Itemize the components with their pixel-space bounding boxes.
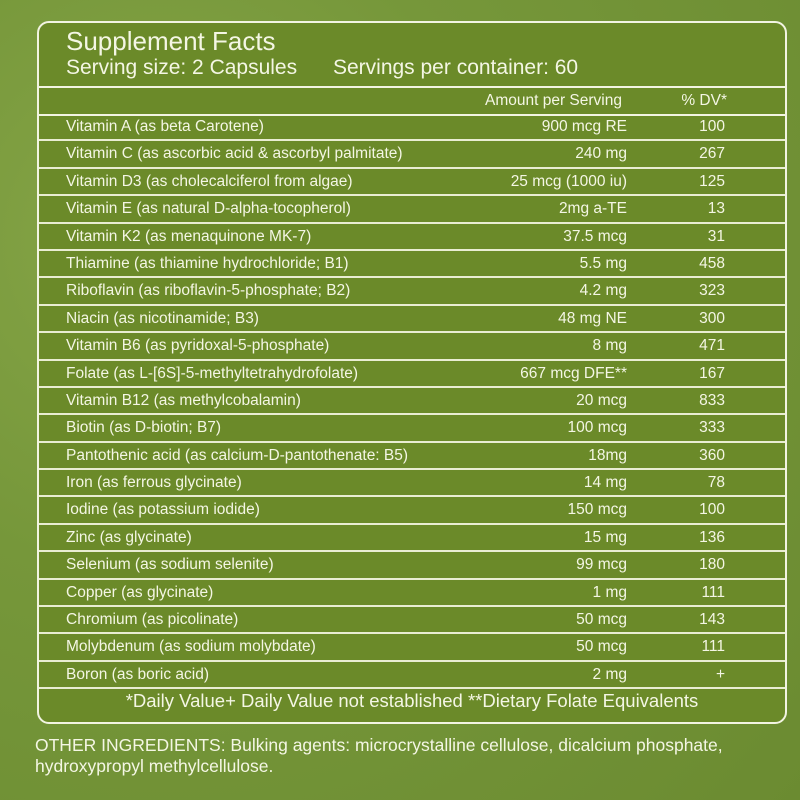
nutrient-amount: 667 mcg DFE** (520, 364, 627, 382)
nutrient-name: Vitamin A (as beta Carotene) (66, 118, 264, 135)
nutrient-dv: 458 (699, 254, 725, 272)
table-row: Vitamin C (as ascorbic acid & ascorbyl p… (39, 141, 785, 169)
nutrient-dv: 471 (699, 337, 725, 355)
table-row: Selenium (as sodium selenite) 99 mcg 180 (39, 552, 785, 580)
nutrient-amount: 48 mg NE (558, 309, 627, 327)
nutrient-dv: 180 (699, 556, 725, 574)
nutrient-name: Vitamin C (as ascorbic acid & ascorbyl p… (66, 145, 403, 163)
nutrient-amount: 50 mcg (576, 638, 627, 656)
nutrient-dv: 143 (699, 611, 725, 629)
table-row: Molybdenum (as sodium molybdate) 50 mcg 11… (39, 634, 785, 662)
nutrient-name: Vitamin D3 (as cholecalciferol from alga… (66, 172, 353, 190)
column-header-row: Amount per Serving % DV* (39, 86, 785, 116)
table-row: Chromium (as picolinate) 50 mcg 143 (39, 607, 785, 635)
nutrient-dv: 13 (707, 200, 725, 218)
column-header-amount: Amount per Serving (485, 92, 622, 109)
nutrient-name: Iodine (as potassium iodide) (66, 501, 260, 519)
nutrient-name: Vitamin B12 (as methylcobalamin) (66, 391, 301, 409)
serving-size: Serving size: 2 Capsules (66, 56, 298, 79)
nutrient-table: Vitamin A (as beta Carotene) 900 mcg RE 10… (39, 114, 785, 690)
nutrient-amount: 2 mg (592, 665, 627, 683)
serving-info: Serving size: 2 Capsules Servings per co… (66, 55, 608, 81)
nutrient-name: Molybdenum (as sodium molybdate) (66, 638, 316, 656)
nutrient-amount: 8 mg (592, 337, 627, 355)
nutrient-amount: 37.5 mcg (563, 227, 627, 245)
nutrient-dv: 136 (699, 528, 725, 546)
table-row: Biotin (as D-biotin; B7) 100 mcg 333 (39, 415, 785, 443)
table-row: Vitamin K2 (as menaquinone MK-7) 37.5 mcg… (39, 224, 785, 251)
nutrient-amount: 99 mcg (576, 556, 627, 574)
nutrient-amount: 1 mg (592, 583, 627, 601)
servings-per-container: Servings per container: 60 (332, 56, 579, 79)
nutrient-dv: 111 (701, 638, 725, 656)
nutrient-dv: + (715, 665, 725, 683)
nutrient-amount: 20 mcg (576, 391, 627, 409)
nutrient-dv: 267 (699, 145, 725, 163)
table-row: Riboflavin (as riboflavin-5-phosphate; B… (39, 278, 785, 306)
nutrient-name: Riboflavin (as riboflavin-5-phosphate; B… (66, 282, 351, 300)
nutrient-amount: 18mg (588, 446, 627, 464)
panel-title: Supplement Facts (66, 26, 276, 56)
table-row: Vitamin B12 (as methylcobalamin) 20 mcg 83… (39, 388, 785, 416)
nutrient-amount: 50 mcg (576, 611, 627, 629)
table-row: Copper (as glycinate) 1 mg 111 (39, 580, 785, 608)
nutrient-amount: 25 mcg (1000 iu) (510, 172, 627, 190)
nutrient-amount: 900 mcg RE (541, 118, 627, 135)
nutrient-dv: 323 (699, 282, 725, 300)
nutrient-name: Chromium (as picolinate) (66, 611, 239, 629)
table-row: Vitamin E (as natural D-alpha-tocopherol… (39, 196, 785, 224)
nutrient-name: Selenium (as sodium selenite) (66, 556, 274, 574)
nutrient-name: Vitamin E (as natural D-alpha-tocopherol… (66, 200, 351, 218)
table-row: Vitamin B6 (as pyridoxal-5-phosphate) 8 m… (39, 333, 785, 361)
nutrient-name: Zinc (as glycinate) (66, 528, 192, 546)
nutrient-amount: 240 mg (575, 145, 627, 163)
nutrient-dv: 833 (699, 391, 725, 409)
supplement-facts-panel: Supplement Facts Serving size: 2 Capsule… (37, 21, 787, 724)
nutrient-name: Iron (as ferrous glycinate) (66, 474, 242, 492)
nutrient-name: Pantothenic acid (as calcium-D-pantothen… (66, 446, 409, 464)
nutrient-dv: 31 (707, 227, 725, 245)
column-header-dv: % DV* (681, 92, 727, 109)
nutrient-name: Biotin (as D-biotin; B7) (66, 419, 222, 437)
nutrient-dv: 360 (699, 446, 725, 464)
nutrient-name: Folate (as L-[6S]-5-methyltetrahydrofola… (66, 364, 359, 382)
table-row: Thiamine (as thiamine hydrochloride; B1)… (39, 251, 785, 279)
nutrient-dv: 333 (699, 419, 725, 437)
nutrient-dv: 111 (701, 583, 725, 601)
nutrient-amount: 150 mcg (567, 501, 627, 519)
table-row: Vitamin D3 (as cholecalciferol from alga… (39, 169, 785, 197)
nutrient-dv: 167 (699, 364, 725, 382)
other-ingredients: OTHER INGREDIENTS: Bulking agents: micro… (35, 735, 723, 776)
table-row: Zinc (as glycinate) 15 mg 136 (39, 525, 785, 553)
nutrient-amount: 5.5 mg (579, 254, 627, 272)
nutrient-amount: 2mg a-TE (558, 200, 627, 218)
table-row: Niacin (as nicotinamide; B3) 48 mg NE 300 (39, 306, 785, 334)
nutrient-amount: 15 mg (583, 528, 627, 546)
nutrient-name: Copper (as glycinate) (66, 583, 214, 601)
table-row: Vitamin A (as beta Carotene) 900 mcg RE 10… (39, 114, 785, 142)
table-row: Iodine (as potassium iodide) 150 mcg 100 (39, 497, 785, 525)
nutrient-dv: 100 (699, 501, 725, 519)
nutrient-name: Vitamin B6 (as pyridoxal-5-phosphate) (66, 337, 330, 355)
footnote: *Daily Value+ Daily Value not establishe… (125, 690, 699, 711)
nutrient-dv: 125 (699, 172, 725, 190)
table-row: Iron (as ferrous glycinate) 14 mg 78 (39, 470, 785, 498)
nutrient-name: Boron (as boric acid) (66, 665, 210, 683)
nutrient-name: Thiamine (as thiamine hydrochloride; B1) (66, 254, 349, 272)
nutrient-amount: 14 mg (583, 474, 627, 492)
nutrient-amount: 4.2 mg (579, 282, 627, 300)
nutrient-name: Niacin (as nicotinamide; B3) (66, 309, 259, 327)
nutrient-dv: 100 (699, 118, 725, 135)
table-row: Pantothenic acid (as calcium-D-pantothen… (39, 443, 785, 471)
nutrient-dv: 78 (707, 474, 725, 492)
table-row: Folate (as L-[6S]-5-methyltetrahydrofola… (39, 361, 785, 388)
table-row: Boron (as boric acid) 2 mg + (39, 662, 785, 690)
nutrient-dv: 300 (699, 309, 725, 327)
nutrient-name: Vitamin K2 (as menaquinone MK-7) (66, 227, 312, 245)
nutrient-amount: 100 mcg (567, 419, 627, 437)
